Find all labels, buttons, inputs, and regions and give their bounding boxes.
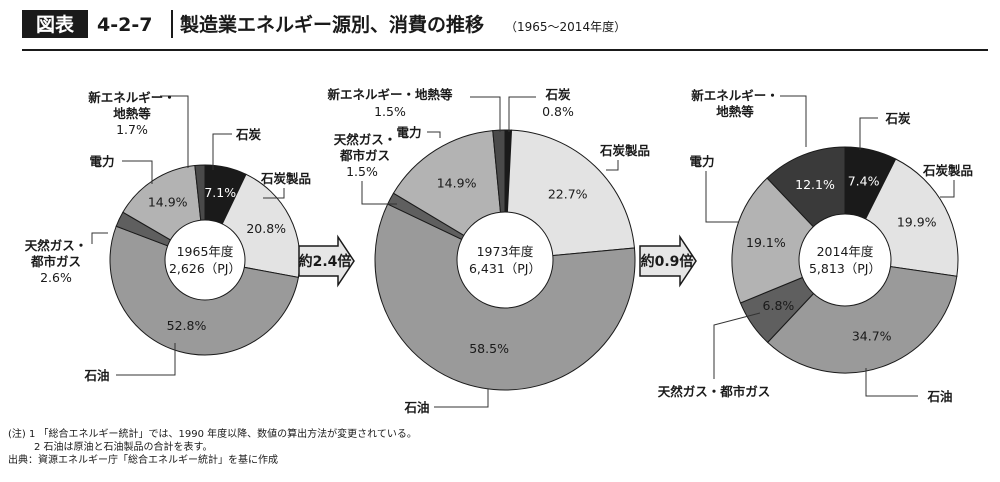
value-label-2014-coal-products: 19.9% (897, 215, 937, 230)
value-label-2014-gas: 6.8% (763, 298, 795, 313)
label-2014-coal-products: 石炭製品 (922, 163, 973, 178)
label-2014-oil: 石油 (926, 389, 952, 404)
value-label-1965-coal: 7.1% (204, 185, 236, 200)
l73gas-line-1: 都市ガス (339, 148, 390, 163)
label-2014-electricity: 電力 (689, 154, 714, 169)
label-1973-new-energy-value: 1.5% (374, 104, 406, 119)
label-1965-gas: 天然ガス・都市ガス (25, 238, 88, 269)
growth-arrow-1: 約2.4倍 (298, 234, 355, 288)
value-label-2014-oil: 34.7% (852, 328, 892, 343)
value-label-1973-coal-products: 22.7% (548, 187, 588, 202)
callout-leader-lines (91, 95, 955, 408)
donut-hole-2014 (798, 213, 892, 307)
center-year-1973: 1973年度 (477, 244, 534, 259)
label-1973-new-energy: 新エネルギー・地熱等 (327, 87, 453, 102)
callout-labels: 新エネルギー・地熱等 1.7% 石炭 石炭製品 電力 天然ガス・都市ガス 2.6… (25, 87, 973, 415)
label-2014-gas: 天然ガス・都市ガス (658, 384, 771, 399)
value-label-1973-electricity: 14.9% (437, 175, 477, 190)
slice-2014-oil (766, 259, 958, 374)
label-1973-electricity: 電力 (396, 125, 421, 140)
l65ne-line-0: 新エネルギー・ (88, 90, 176, 105)
header-rule (22, 49, 988, 51)
l14ne-line-0: 新エネルギー・ (691, 88, 779, 103)
label-1965-gas-value: 2.6% (40, 270, 72, 285)
value-label-2014-electricity: 19.1% (746, 235, 786, 250)
l65gas-line-0: 天然ガス・ (25, 238, 88, 253)
l73gas-line-0: 天然ガス・ (334, 132, 397, 147)
note-1: (注) 1 「総合エネルギー統計」では、1990 年度以降、数値の算出方法が変更… (8, 429, 417, 440)
value-label-1965-coal-products: 20.8% (246, 221, 286, 236)
leader-1973-electricity (427, 131, 441, 138)
growth-arrow-1-label: 約2.4倍 (299, 253, 352, 270)
center-total-1965: 2,626（PJ） (169, 261, 241, 276)
label-1973-gas: 天然ガス・都市ガス (334, 132, 397, 163)
leader-2014-coal-products (940, 180, 955, 198)
l65gas-line-1: 都市ガス (30, 254, 81, 269)
leader-1965-new-energy (160, 95, 189, 168)
leader-1965-electricity (122, 160, 153, 184)
leader-2014-new-energy (780, 95, 807, 147)
label-1973-coal-value: 0.8% (542, 104, 574, 119)
center-total-2014: 5,813（PJ） (809, 261, 881, 276)
leader-1965-gas (91, 232, 108, 244)
leader-1973-coal (508, 96, 536, 132)
source-note: 出典：資源エネルギー庁「総合エネルギー統計」を基に作成 (8, 455, 278, 466)
donut-chart-1965: 7.1% 20.8% 52.8% 14.9% 1965年度 2,626（PJ） (109, 164, 301, 356)
leader-2014-coal (859, 117, 878, 150)
donut-chart-2014: 7.4% 19.9% 34.7% 6.8% 19.1% 12.1% 2014年度 5,813（… (731, 146, 959, 374)
label-2014-coal: 石炭 (884, 111, 911, 126)
l65ne-line-1: 地熱等 (113, 106, 151, 121)
figure-notes: (注) 1 「総合エネルギー統計」では、1990 年度以降、数値の算出方法が変更… (8, 428, 417, 467)
figure-title: 製造業エネルギー源別、消費の推移 (179, 13, 484, 36)
slice-2014-electricity (731, 177, 846, 304)
label-1973-gas-value: 1.5% (346, 164, 378, 179)
figure-header: 図表 4-2-7 製造業エネルギー源別、消費の推移 （1965～2014年度） (22, 10, 988, 51)
leader-1965-oil (116, 343, 176, 376)
center-year-1965: 1965年度 (177, 244, 234, 259)
figure-number: 4-2-7 (97, 14, 152, 36)
value-label-1965-electricity: 14.9% (148, 194, 188, 209)
leader-1973-oil (434, 389, 489, 408)
growth-arrow-1-shape (298, 234, 355, 288)
l14ne-line-1: 地熱等 (716, 104, 754, 119)
value-label-1973-oil: 58.5% (469, 341, 509, 356)
label-1965-oil: 石油 (83, 368, 109, 383)
growth-arrow-2: 約0.9倍 (639, 234, 697, 288)
growth-arrow-2-shape (639, 234, 697, 288)
leader-1973-new-energy (470, 96, 501, 132)
label-1965-new-energy: 新エネルギー・地熱等 (88, 90, 176, 121)
leader-2014-electricity (705, 171, 738, 223)
value-label-2014-new-energy: 12.1% (795, 177, 835, 192)
value-label-2014-coal: 7.4% (848, 173, 880, 188)
label-1965-coal: 石炭 (235, 127, 262, 142)
center-year-2014: 2014年度 (817, 244, 874, 259)
donut-hole-1965 (164, 219, 246, 301)
value-label-1965-oil: 52.8% (167, 318, 207, 333)
leader-1973-coal-products (606, 160, 619, 171)
label-1973-coal-products: 石炭製品 (599, 143, 650, 158)
leader-1965-coal-products (263, 188, 285, 199)
donut-hole-1973 (456, 211, 554, 309)
leader-2014-gas (713, 312, 761, 379)
note-2: 2 石油は原油と石油製品の合計を表す。 (34, 442, 213, 453)
leader-1965-coal (212, 133, 232, 170)
leader-2014-oil (865, 368, 918, 397)
donut-chart-1973: 22.7% 58.5% 14.9% 1973年度 6,431（PJ） (374, 129, 636, 391)
figure-subtitle: （1965～2014年度） (505, 19, 626, 34)
label-1965-new-energy-value: 1.7% (116, 122, 148, 137)
header-badge-box (22, 10, 88, 38)
header-separator (171, 10, 173, 38)
growth-arrow-2-label: 約0.9倍 (641, 253, 694, 270)
label-1965-electricity: 電力 (89, 154, 114, 169)
label-1973-coal: 石炭 (544, 87, 571, 102)
label-1965-coal-products: 石炭製品 (260, 171, 311, 186)
leader-1973-gas (361, 181, 397, 205)
label-2014-new-energy: 新エネルギー・地熱等 (691, 88, 779, 119)
label-1973-oil: 石油 (403, 400, 429, 415)
header-badge: 図表 (36, 13, 75, 36)
center-total-1973: 6,431（PJ） (469, 261, 541, 276)
